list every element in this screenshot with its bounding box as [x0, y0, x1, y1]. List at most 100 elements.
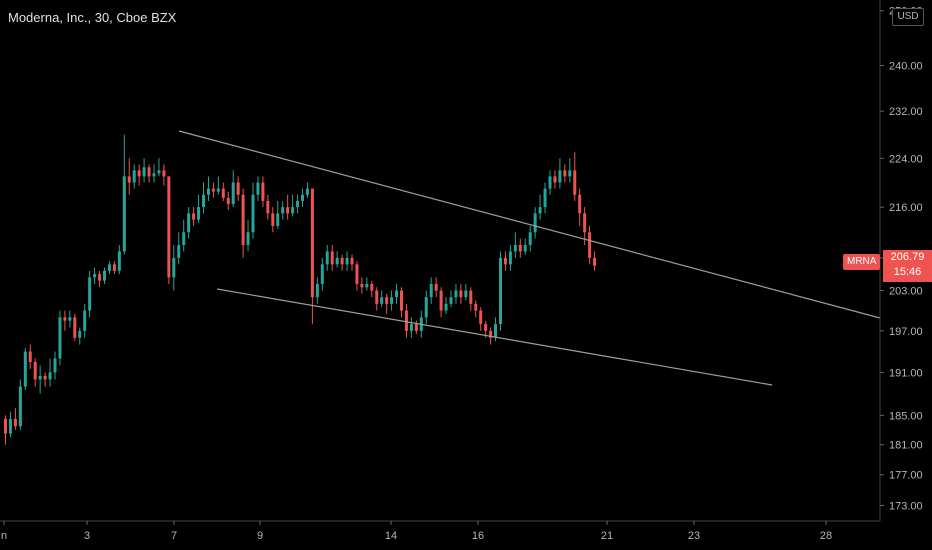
- price-tick-label: 240.00: [889, 61, 923, 73]
- last-price-label: 206.79 15:46: [883, 250, 932, 282]
- candle-body: [117, 251, 121, 271]
- candle-body: [241, 194, 245, 245]
- candle-body: [528, 232, 532, 245]
- candle-body: [107, 264, 111, 271]
- candle-body: [68, 317, 72, 321]
- candle-body: [172, 257, 176, 278]
- candle-body: [192, 213, 196, 220]
- candle-body: [256, 182, 260, 195]
- candle-body: [226, 197, 230, 205]
- candle-body: [578, 194, 582, 214]
- candle-body: [98, 274, 102, 281]
- candle-body: [132, 170, 136, 183]
- candle-body: [414, 324, 418, 331]
- candle-body: [231, 182, 235, 205]
- candle-body: [395, 290, 399, 298]
- candle-body: [444, 303, 448, 311]
- candle-body: [18, 386, 22, 427]
- candle-body: [315, 283, 319, 298]
- candle-body: [58, 317, 62, 359]
- candle-body: [28, 351, 32, 362]
- candle-body: [400, 290, 403, 311]
- candle-body: [246, 232, 250, 245]
- trendlines-layer: [178, 130, 881, 386]
- axis-corner[interactable]: [880, 521, 932, 550]
- price-tick-label: 191.00: [889, 367, 923, 379]
- price-tick-label: 216.00: [889, 202, 923, 214]
- candle-body: [112, 264, 116, 271]
- candle-body: [162, 170, 166, 177]
- price-tick-label: 232.00: [889, 106, 923, 118]
- candle-body: [137, 170, 141, 177]
- candle-body: [33, 361, 37, 380]
- candle-body: [122, 176, 126, 252]
- candle-body: [469, 290, 473, 304]
- upper-trendline[interactable]: [178, 130, 881, 319]
- candle-body: [360, 283, 364, 288]
- candle-body: [558, 170, 562, 183]
- time-tick-label: 16: [472, 530, 484, 542]
- candle-body: [429, 283, 433, 298]
- time-tick-label: 23: [688, 530, 700, 542]
- candle-body: [508, 251, 512, 265]
- candle-body: [573, 170, 577, 195]
- candle-body: [127, 176, 131, 183]
- currency-label[interactable]: USD: [892, 8, 924, 26]
- candle-body: [563, 170, 567, 177]
- time-axis: n 3 7 9 14 16 21 23 28: [0, 520, 880, 542]
- candle-body: [390, 297, 394, 304]
- candle-body: [409, 324, 413, 331]
- candle-body: [479, 310, 483, 325]
- candle-body: [568, 170, 572, 177]
- candle-body: [43, 375, 47, 380]
- candle-body: [157, 170, 161, 174]
- candle-body: [281, 207, 285, 214]
- candle-body: [216, 188, 220, 192]
- candle-body: [543, 188, 547, 208]
- candle-body: [83, 310, 87, 331]
- candle-body: [499, 257, 502, 325]
- candle-body: [370, 283, 374, 291]
- candle-body: [588, 232, 592, 258]
- candle-body: [484, 324, 488, 331]
- candle-body: [93, 274, 97, 278]
- symbol-tag: MRNA: [843, 254, 881, 270]
- candle-body: [404, 310, 408, 331]
- candle-body: [489, 330, 493, 338]
- price-tick-label: 224.00: [889, 153, 923, 165]
- candle-body: [375, 290, 379, 304]
- candle-body: [221, 188, 225, 198]
- candle-body: [296, 200, 300, 208]
- candle-body: [340, 257, 344, 265]
- candle-body: [345, 257, 349, 265]
- price-tick-label: 181.00: [889, 440, 923, 452]
- candle-body: [553, 176, 557, 183]
- candle-body: [286, 207, 290, 214]
- candle-body: [73, 317, 77, 338]
- candle-body: [320, 264, 324, 284]
- candle-body: [251, 194, 255, 233]
- price-tick-label: 185.00: [889, 410, 923, 422]
- candle-body: [167, 176, 171, 278]
- candle-body: [301, 194, 304, 201]
- candle-body: [147, 167, 151, 177]
- candle-body: [325, 251, 329, 265]
- candle-body: [350, 257, 354, 265]
- candle-body: [103, 270, 106, 281]
- candle-body: [593, 257, 597, 266]
- candle-body: [211, 188, 215, 192]
- candle-body: [583, 213, 587, 233]
- candle-body: [13, 418, 17, 427]
- candle-body: [459, 290, 463, 298]
- candle-body: [38, 375, 42, 380]
- candle-body: [380, 297, 384, 304]
- candle-body: [385, 297, 389, 304]
- candle-body: [276, 213, 280, 226]
- price-tick-label: 177.00: [889, 470, 923, 482]
- candle-body: [8, 418, 12, 434]
- candle-body: [518, 244, 522, 252]
- candle-body: [454, 290, 458, 298]
- lower-trendline[interactable]: [216, 288, 773, 386]
- candle-body: [187, 213, 191, 233]
